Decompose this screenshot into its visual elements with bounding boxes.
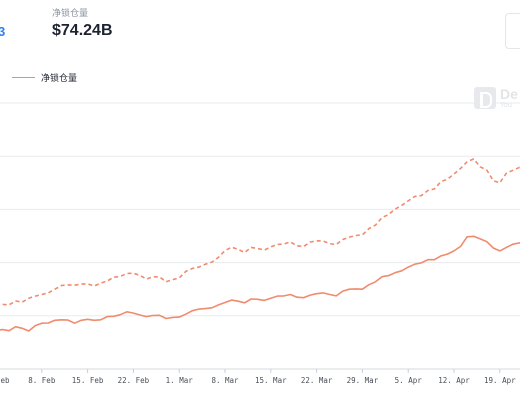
series-line-solid: [0, 235, 520, 332]
watermark-subtitle: You: [500, 101, 513, 109]
watermark-name: De: [500, 86, 518, 102]
x-tick-label: 8. Feb: [28, 376, 56, 385]
chart-options-button[interactable]: [505, 13, 520, 49]
x-tick-label: 22. Feb: [118, 376, 150, 385]
x-tick-label: 15. Feb: [72, 376, 104, 385]
tvl-stat: 净锁仓量 $74.24B: [52, 8, 113, 41]
x-tick-label: 5. Apr: [395, 376, 423, 385]
series-layer: [0, 158, 520, 332]
x-tick-label: 22. Mar: [301, 376, 333, 385]
x-tick-label: 1. Mar: [166, 376, 194, 385]
chart-legend[interactable]: 净锁仓量: [12, 71, 77, 84]
x-tick-label: 29. Mar: [347, 376, 379, 385]
series-line-dashed: [0, 158, 520, 307]
y-gridlines: [0, 102, 520, 370]
x-tick-label: 1. Feb: [0, 376, 10, 385]
x-tick-label: 19. Apr: [484, 376, 516, 385]
brand-watermark: De You: [474, 87, 518, 109]
x-tick-label: 15. Mar: [255, 376, 287, 385]
legend-label: 净锁仓量: [41, 74, 78, 84]
x-tick-label: 8. Mar: [211, 376, 239, 385]
partial-stat-value: 3: [0, 24, 6, 39]
legend-swatch: [12, 77, 35, 78]
brand-logo-icon: [474, 87, 496, 109]
tvl-stat-value: $74.24B: [52, 22, 113, 39]
tvl-stat-label: 净锁仓量: [52, 9, 89, 19]
x-tick-label: 12. Apr: [438, 376, 470, 385]
x-axis-ticks: 1. Feb 8. Feb 15. Feb 22. Feb 1. Mar 8. Mar 15…: [0, 369, 516, 385]
